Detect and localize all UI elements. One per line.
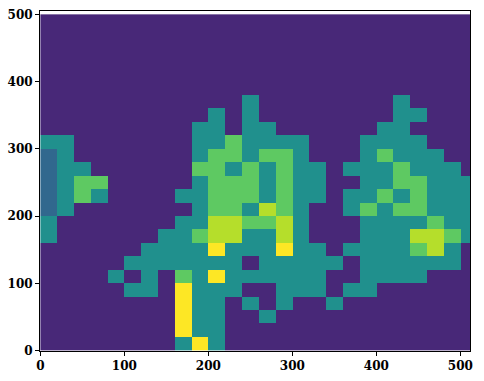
svg-text:300: 300 <box>8 142 33 156</box>
svg-text:500: 500 <box>448 359 473 373</box>
svg-text:0: 0 <box>36 359 44 373</box>
svg-text:0: 0 <box>24 344 32 358</box>
svg-text:500: 500 <box>8 8 33 22</box>
svg-text:200: 200 <box>196 359 221 373</box>
svg-text:400: 400 <box>364 359 389 373</box>
svg-text:200: 200 <box>8 209 33 223</box>
svg-text:100: 100 <box>8 277 33 291</box>
svg-text:300: 300 <box>280 359 305 373</box>
svg-text:400: 400 <box>8 75 33 89</box>
svg-text:100: 100 <box>112 359 137 373</box>
